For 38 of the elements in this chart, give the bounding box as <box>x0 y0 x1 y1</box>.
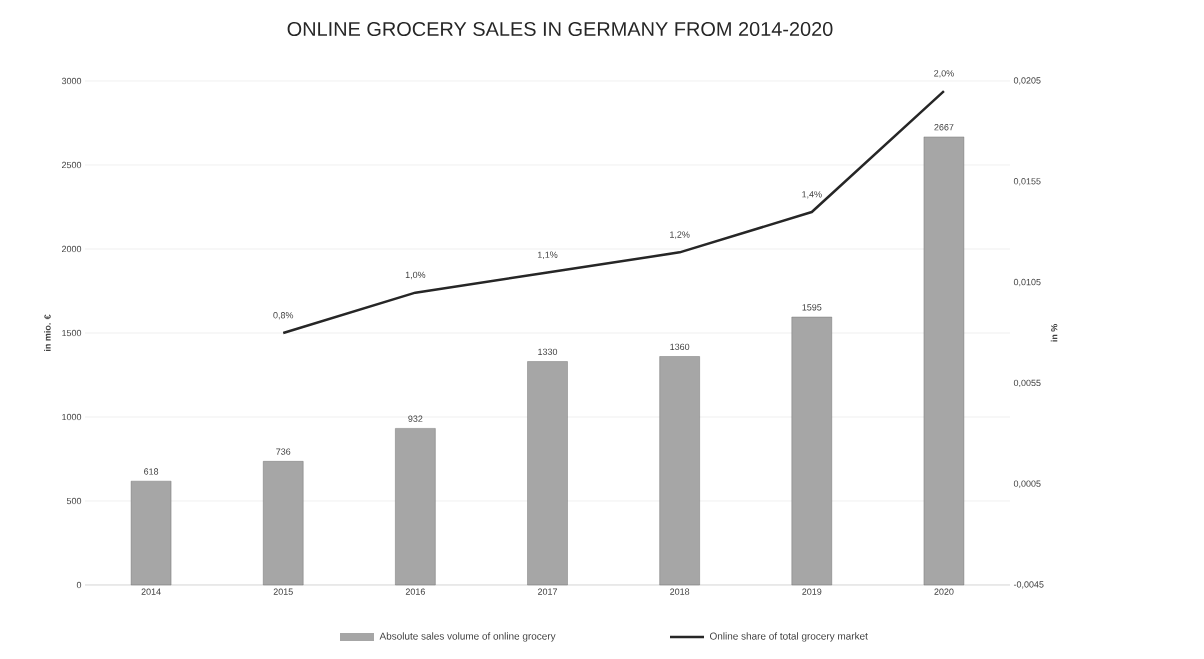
x-tick-label: 2020 <box>934 588 954 595</box>
x-tick-label: 2017 <box>537 588 558 595</box>
y2-tick-label: 0,0105 <box>1013 278 1041 287</box>
y2-tick-label: -0,0045 <box>1013 581 1044 589</box>
y-tick-label: 3000 <box>61 77 82 85</box>
data-label: 1330 <box>538 348 558 356</box>
data-label: 736 <box>276 448 291 455</box>
data-label: 1,1% <box>537 251 558 259</box>
y-tick-label: 0 <box>76 581 82 589</box>
x-tick-label: 2016 <box>405 588 425 595</box>
data-label: 1595 <box>802 304 822 311</box>
y-tick-label: 500 <box>66 497 82 505</box>
y2-tick-label: 0,0055 <box>1013 379 1041 388</box>
y-tick-label: 1000 <box>62 413 82 421</box>
data-label: 1,4% <box>802 191 822 199</box>
y2-tick-label: 0,0155 <box>1013 178 1041 186</box>
x-tick-label: 2014 <box>141 588 161 595</box>
data-label: 0,8% <box>273 312 294 320</box>
data-label: 932 <box>408 415 423 422</box>
data-label: 2,0% <box>934 70 954 78</box>
data-label: 1,0% <box>405 271 426 280</box>
y-tick-label: 2500 <box>62 161 82 169</box>
y2-tick-label: 0,0005 <box>1013 480 1041 488</box>
data-label: 1,2% <box>670 231 690 239</box>
legend-label: Online share of total grocery market <box>709 632 868 642</box>
x-tick-label: 2019 <box>802 588 822 595</box>
legend-label: Absolute sales volume of online grocery <box>379 632 556 642</box>
y-tick-label: 1500 <box>62 329 82 337</box>
data-label: 1360 <box>670 343 690 350</box>
data-label: 618 <box>144 468 159 475</box>
y2-axis-title: in % <box>1050 324 1058 342</box>
x-tick-label: 2015 <box>273 588 293 595</box>
y-tick-label: 2000 <box>62 245 82 253</box>
x-tick-label: 2018 <box>670 588 690 595</box>
chart-title: ONLINE GROCERY SALES IN GERMANY FROM 2014-2020 <box>287 21 833 37</box>
y2-tick-label: 0,0205 <box>1013 77 1041 85</box>
data-label: 2667 <box>934 124 954 131</box>
y-axis-title: in mio. € <box>44 314 51 351</box>
